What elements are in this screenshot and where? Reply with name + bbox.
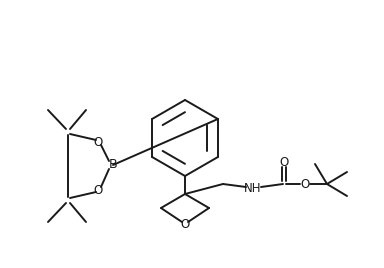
Text: O: O: [180, 218, 190, 230]
Text: O: O: [93, 184, 103, 196]
Text: O: O: [300, 177, 310, 191]
Text: O: O: [280, 155, 289, 169]
Text: NH: NH: [244, 181, 262, 195]
Text: O: O: [93, 136, 103, 148]
Text: B: B: [109, 158, 118, 172]
